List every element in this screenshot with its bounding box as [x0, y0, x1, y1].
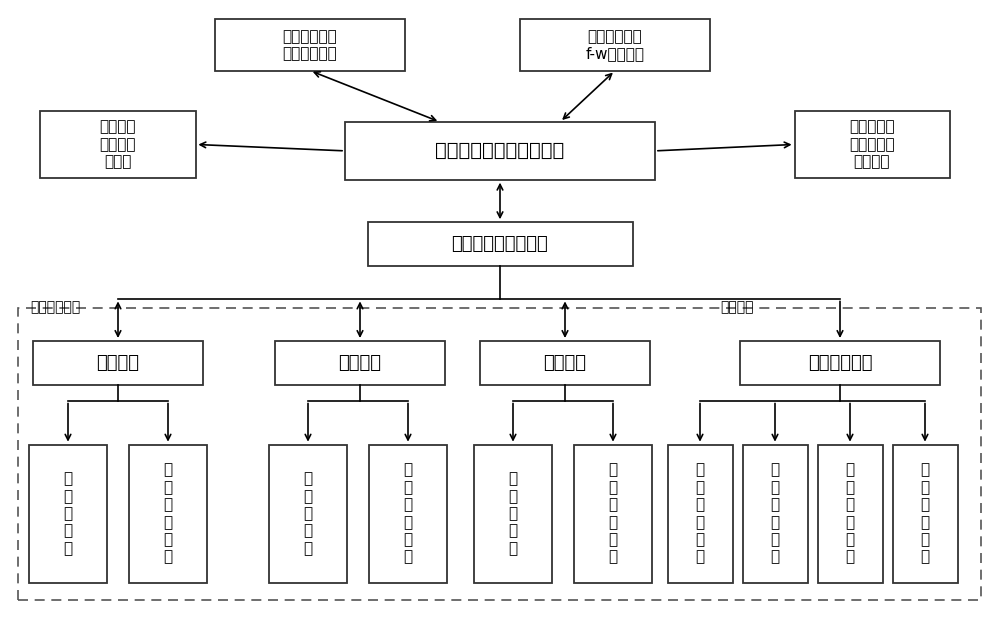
Bar	[40, 110, 196, 178]
Text: 元胞自动机的
调节分支选择: 元胞自动机的 调节分支选择	[283, 29, 337, 61]
Bar	[740, 341, 940, 385]
Bar	[574, 445, 652, 583]
Text: 监控分站: 监控分站	[96, 354, 140, 372]
Text: 风机调节频率
f-w曲线查找: 风机调节频率 f-w曲线查找	[586, 29, 644, 61]
Bar	[668, 445, 732, 583]
Bar	[893, 445, 958, 583]
Bar	[794, 110, 950, 178]
Bar	[269, 445, 347, 583]
Bar	[18, 308, 981, 600]
Text: 通风系统智
能化调节的
超前模拟: 通风系统智 能化调节的 超前模拟	[849, 119, 895, 169]
Bar	[33, 341, 203, 385]
Text: 监
测
传
感
器: 监 测 传 感 器	[508, 471, 518, 556]
Text: 通
风
设
施
控
制: 通 风 设 施 控 制	[608, 463, 618, 564]
Text: 通风系统
参数的动
态显示: 通风系统 参数的动 态显示	[100, 119, 136, 169]
Text: 通风系统智能化监控中心: 通风系统智能化监控中心	[435, 141, 565, 160]
Bar	[818, 445, 883, 583]
Text: 监
测
传
感
器: 监 测 传 感 器	[303, 471, 313, 556]
Text: 监
测
传
感
器: 监 测 传 感 器	[63, 471, 73, 556]
Text: 工业以太网通信系统: 工业以太网通信系统	[452, 235, 548, 253]
Bar	[345, 122, 655, 180]
Text: 井下风网部分: 井下风网部分	[30, 300, 80, 315]
Text: 电
机
参
数
监
测: 电 机 参 数 监 测	[770, 463, 780, 564]
Bar	[742, 445, 808, 583]
Bar	[29, 445, 107, 583]
Text: 监控分站: 监控分站	[338, 354, 382, 372]
Bar	[215, 19, 405, 71]
Text: 通
风
设
施
控
制: 通 风 设 施 控 制	[163, 463, 173, 564]
Bar	[275, 341, 445, 385]
Text: 通
风
参
数
监
测: 通 风 参 数 监 测	[695, 463, 705, 564]
Bar	[369, 445, 447, 583]
Text: 风机监控分站: 风机监控分站	[808, 354, 872, 372]
Text: 监控分站: 监控分站	[544, 354, 586, 372]
Bar	[368, 222, 633, 266]
Text: 通
风
设
施
控
制: 通 风 设 施 控 制	[403, 463, 413, 564]
Text: 风
机
频
率
调
节: 风 机 频 率 调 节	[920, 463, 930, 564]
Text: 风机部分: 风机部分	[720, 300, 754, 315]
Bar	[520, 19, 710, 71]
Text: 风
机
工
况
计
算: 风 机 工 况 计 算	[845, 463, 855, 564]
Bar	[474, 445, 552, 583]
Bar	[480, 341, 650, 385]
Bar	[129, 445, 207, 583]
